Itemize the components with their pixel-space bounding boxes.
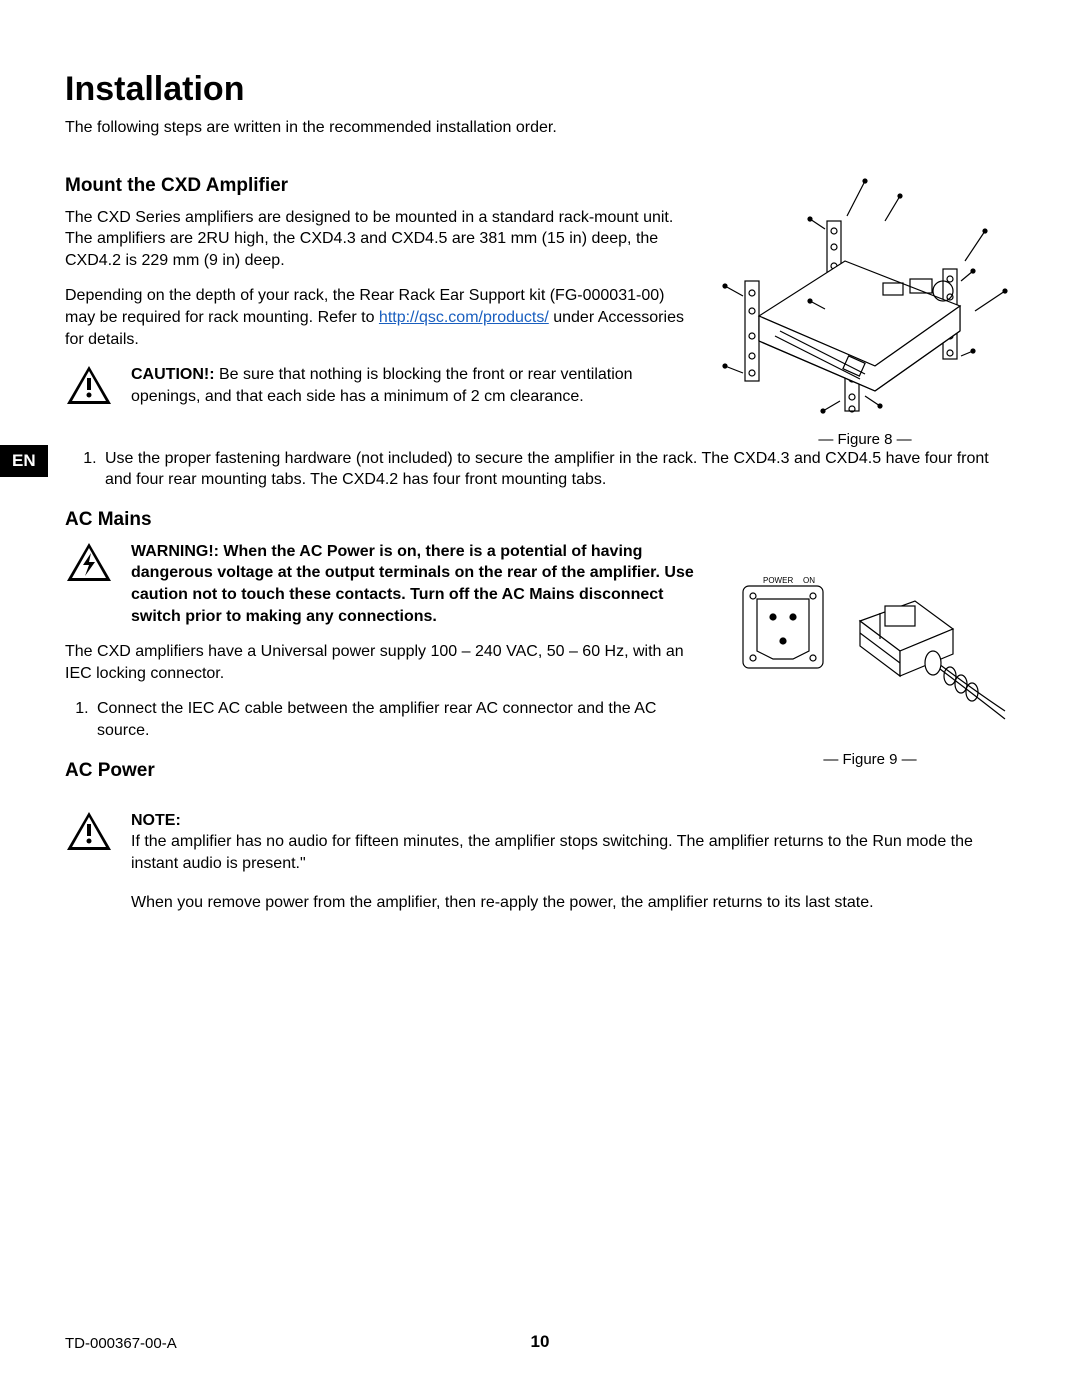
qsc-link[interactable]: http://qsc.com/products/ [379, 309, 549, 326]
note-text: NOTE: If the amplifier has no audio for … [131, 810, 1015, 914]
page-title: Installation [65, 70, 1015, 109]
warning-text: WARNING!: When the AC Power is on, there… [131, 541, 705, 627]
note-p2: When you remove power from the amplifier… [131, 892, 1015, 914]
mount-p1: The CXD Series amplifiers are designed t… [65, 207, 695, 272]
mains-step-1: Connect the IEC AC cable between the amp… [93, 698, 705, 741]
warning-label: WARNING!: [131, 543, 219, 560]
figure-8-image [715, 161, 1015, 421]
figure-9-caption: — Figure 9 — [725, 751, 1015, 768]
caution-text: CAUTION!: Be sure that nothing is blocki… [131, 364, 695, 407]
page-number: 10 [0, 1332, 1080, 1352]
caution-label: CAUTION!: [131, 366, 215, 383]
svg-text:POWER: POWER [763, 576, 793, 585]
mount-step-1: Use the proper fastening hardware (not i… [101, 448, 1015, 491]
intro-text: The following steps are written in the r… [65, 117, 1015, 139]
caution-icon [65, 364, 113, 406]
language-tab: EN [0, 445, 48, 477]
section-heading-power: AC Power [65, 760, 705, 782]
figure-8-caption: — Figure 8 — [715, 431, 1015, 448]
note-label: NOTE: [131, 810, 1015, 832]
mains-p1: The CXD amplifiers have a Universal powe… [65, 641, 705, 684]
svg-text:ON: ON [803, 576, 815, 585]
section-heading-mains: AC Mains [65, 509, 1015, 531]
warning-icon [65, 541, 113, 583]
note-icon [65, 810, 113, 852]
mount-p2: Depending on the depth of your rack, the… [65, 285, 695, 350]
note-p1: If the amplifier has no audio for fiftee… [131, 831, 1015, 874]
figure-9-image: POWER ON [725, 551, 1015, 741]
section-heading-mount: Mount the CXD Amplifier [65, 175, 695, 197]
